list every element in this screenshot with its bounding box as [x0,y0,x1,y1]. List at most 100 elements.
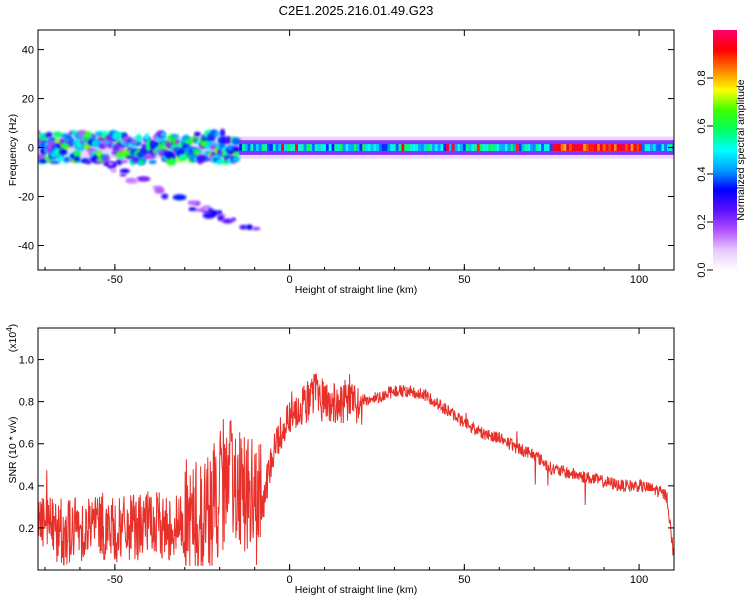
band-core [395,144,399,151]
y-tick-label: -20 [18,192,34,204]
band-core [530,144,534,151]
band-core [434,144,439,151]
band-core [502,144,506,151]
multiplier-exponent: 4 [5,327,14,332]
band-core [309,144,313,151]
band-core [258,144,262,151]
band-core [379,144,383,151]
spectral-blob [219,128,226,138]
band-core [393,144,397,151]
band-core [602,144,606,151]
band-core [597,144,601,151]
band-core [362,144,366,151]
band-core [454,144,458,151]
band-core [337,144,341,151]
band-core [462,144,467,151]
band-core [334,144,338,151]
band-core [468,144,472,151]
band-core [622,144,626,151]
colorbar-tick-label: 0.6 [696,118,708,133]
band-core [471,144,475,151]
band-core [353,144,358,151]
band-core [518,144,522,151]
band-core [560,144,564,151]
band-core [630,144,634,151]
colorbar: 0.0 0.2 0.4 0.6 0.8 Normalized spectral ampl… [696,30,747,278]
band-core [641,144,645,151]
band-core [474,144,478,151]
x-tick-label: -50 [107,274,123,286]
band-core [345,144,349,151]
band-core [658,144,662,151]
band-core [527,144,531,151]
colorbar-ticks: 0.0 0.2 0.4 0.6 0.8 [696,70,713,278]
scatter-blob [108,161,114,166]
band-core [292,144,296,151]
band-core [552,144,556,151]
spectral-blob [167,157,177,166]
band-core [250,144,254,151]
y-tick-label: 20 [22,94,34,106]
band-core [460,144,464,151]
y-tick-label: 0 [28,143,34,155]
snr-y-label: SNR (10 * v/v) [7,416,19,483]
band-core [585,144,590,151]
band-core [479,144,483,151]
band-core [284,144,288,151]
band-core [253,144,257,151]
spectral-blob [160,132,167,137]
band-core [574,144,578,151]
spectral-blob [214,131,220,137]
spectral-blob [216,158,223,165]
band-core [605,144,609,151]
spectral-blob [105,157,111,161]
scatter-blob [188,207,197,212]
scatter-blob [217,215,225,222]
spectral-blob [232,146,241,154]
band-core [488,144,492,151]
band-core [297,144,302,151]
spectral-blob [73,156,81,162]
band-core [429,144,433,151]
band-core [496,144,500,151]
snr-series-line [38,373,674,567]
band-core [384,144,388,151]
band-core [373,144,377,151]
y-tick-label: 0.8 [19,397,34,409]
band-core [616,144,620,151]
spectral-blob [135,142,142,146]
spectral-blob [102,130,108,138]
band-core [521,144,525,151]
spectral-blob [135,134,143,143]
band-core [639,144,643,151]
band-core [311,144,316,151]
multiplier-base: (x10 [7,332,19,353]
band-core [594,144,598,151]
scatter-blob [239,224,248,230]
band-core [443,144,447,151]
spectral-blob [148,159,157,165]
band-core [577,144,581,151]
band-core [507,144,511,151]
band-core [476,144,481,151]
band-core [320,144,324,151]
scatter-blob [126,178,136,182]
scatter-blob [201,205,211,209]
spectral-blob [232,156,241,163]
colorbar-tick-label: 0.0 [696,262,708,277]
band-core [415,144,419,151]
band-core [490,144,495,151]
band-core [625,144,629,151]
band-core [275,144,279,151]
band-core [591,144,595,151]
band-core [633,144,637,151]
band-core [387,144,391,151]
band-core [636,144,640,151]
y-tick-label: 0.6 [19,439,34,451]
band-core [440,144,444,151]
spectrogram-x-label: Height of straight line (km) [295,284,418,296]
band-core [267,144,271,151]
y-tick-label: -40 [18,241,34,253]
band-core [348,144,352,151]
scatter-blob [110,168,117,173]
